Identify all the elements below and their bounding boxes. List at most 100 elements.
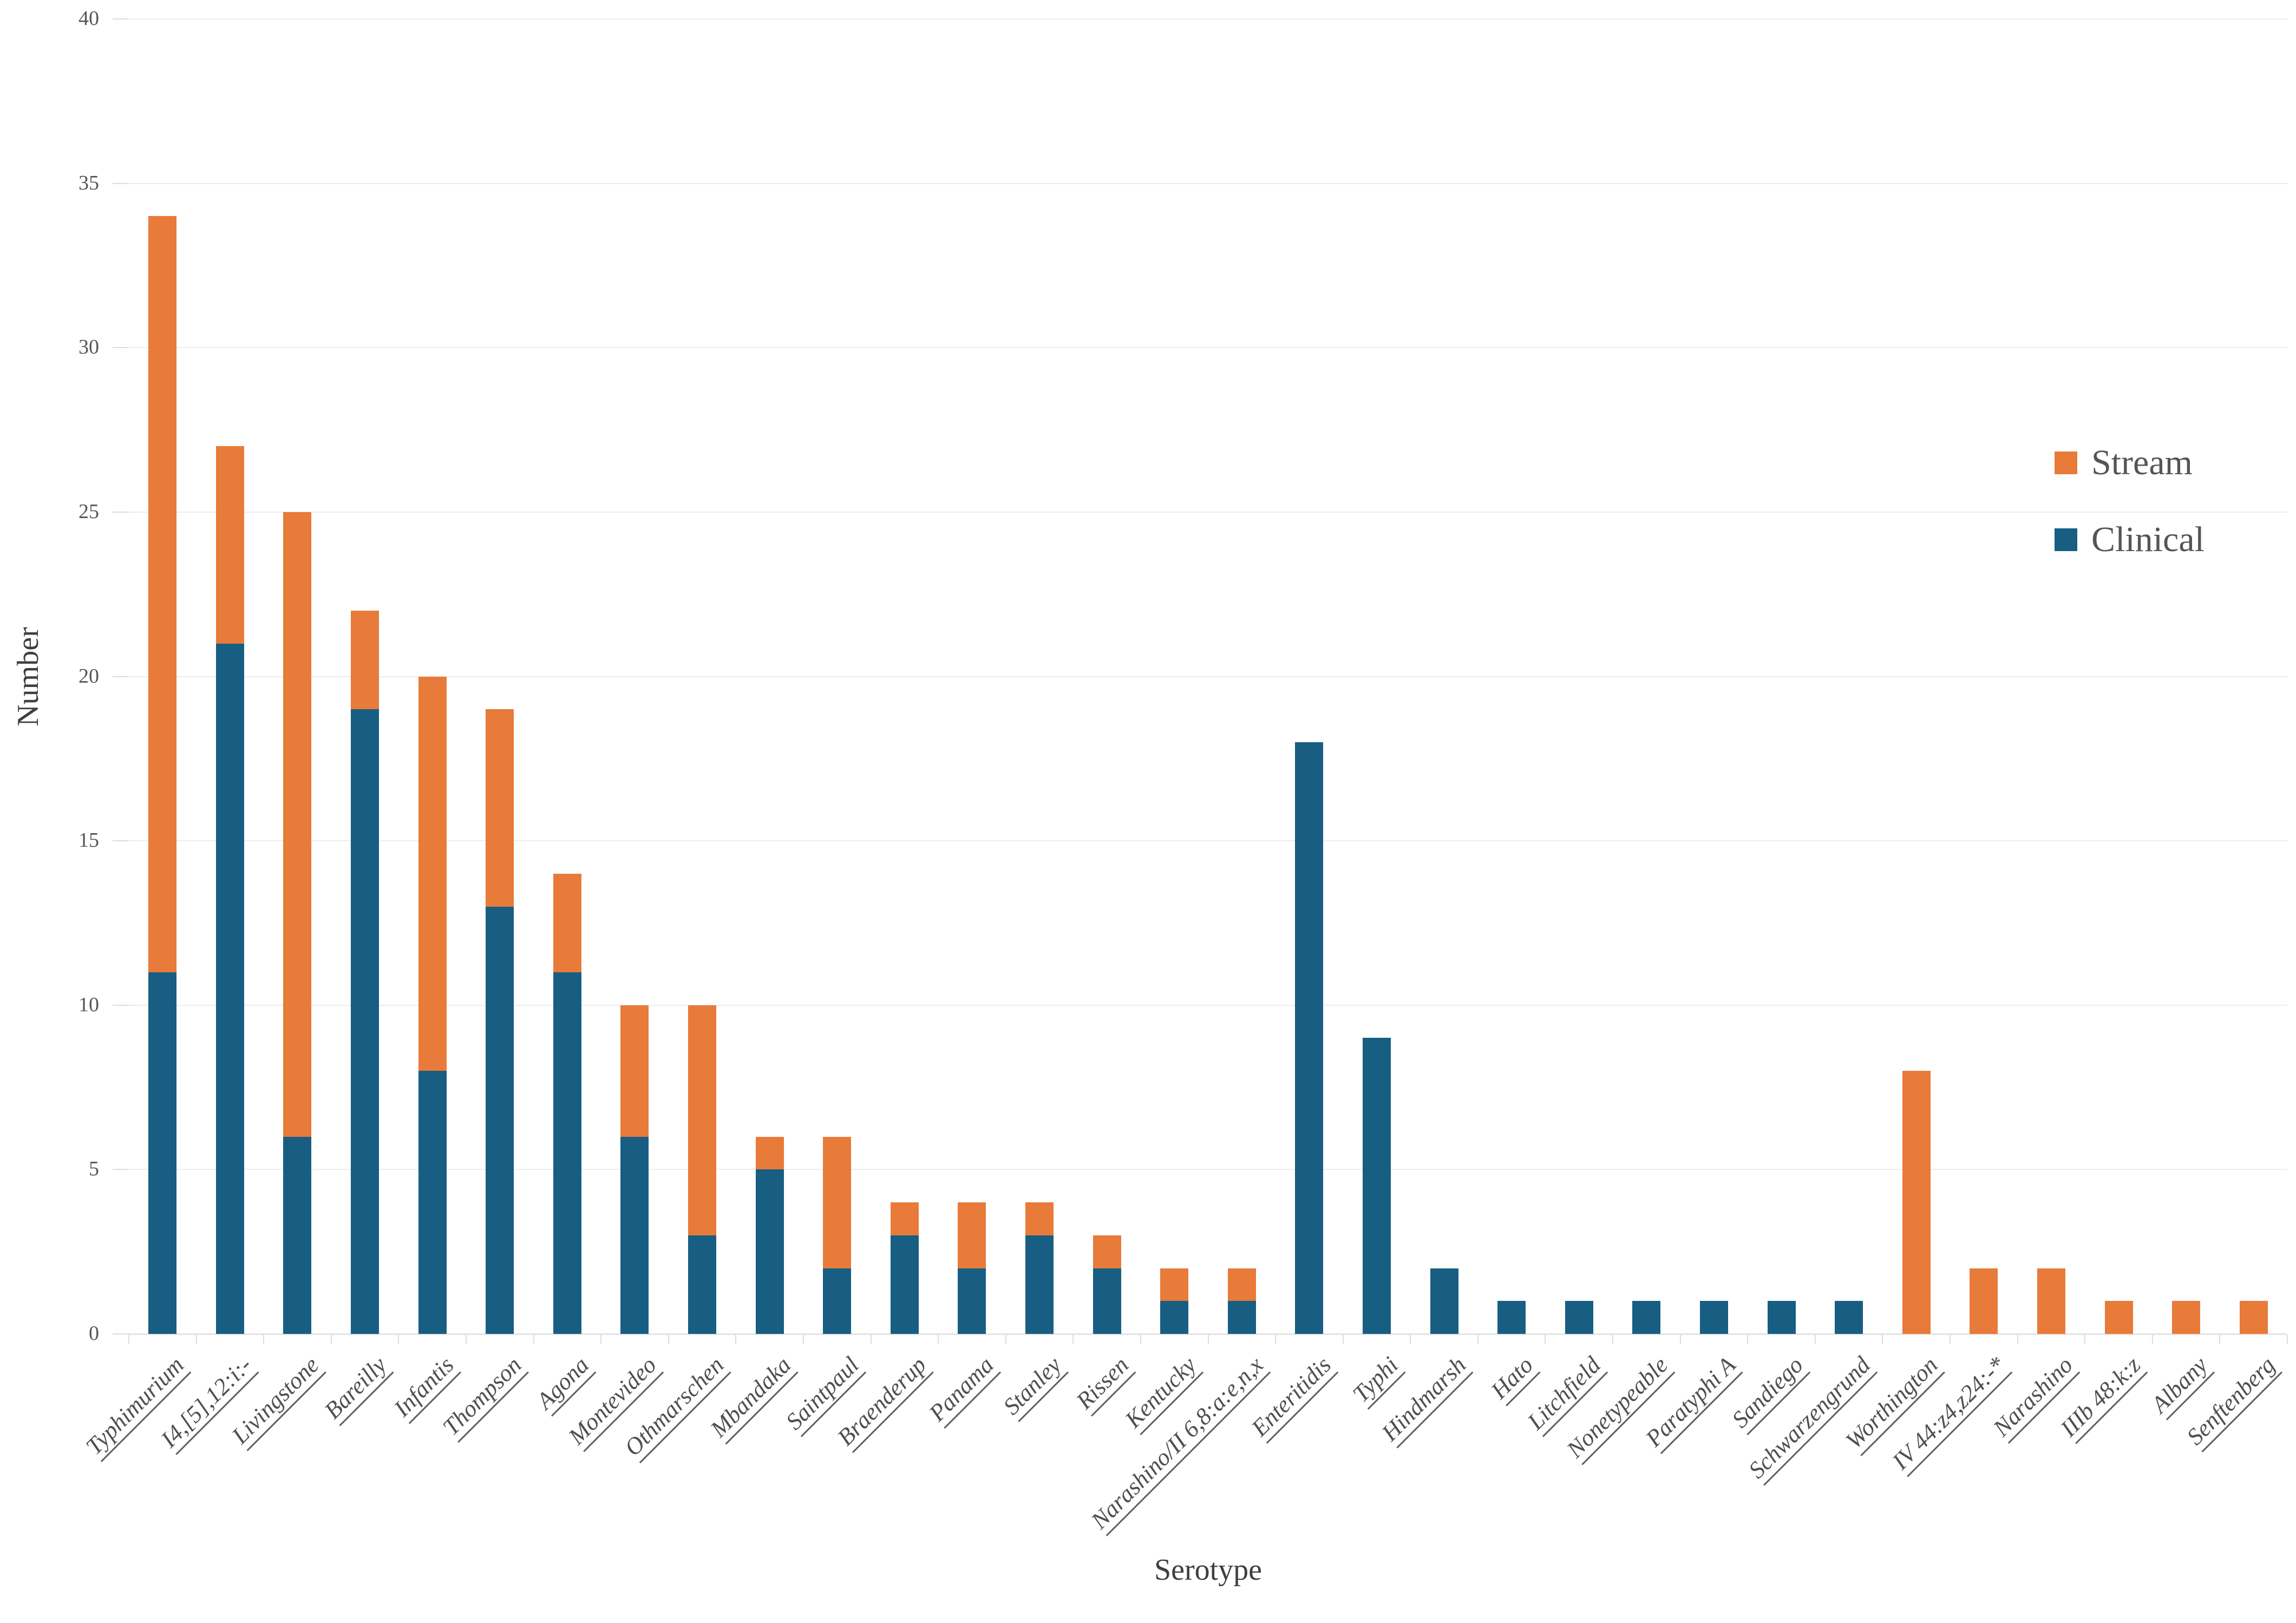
bar-segment-clinical — [891, 1235, 919, 1334]
legend-swatch-stream — [2055, 451, 2077, 474]
x-tick-mark — [1410, 1335, 1411, 1344]
bar-segment-clinical — [351, 709, 379, 1334]
y-tick-label: 35 — [79, 171, 99, 194]
y-tick-label: 10 — [79, 993, 99, 1016]
x-tick-mark — [1005, 1335, 1006, 1344]
bar-segment-clinical — [1160, 1301, 1188, 1334]
x-tick-mark — [1275, 1335, 1277, 1344]
legend-label-stream: Stream — [2091, 443, 2193, 482]
y-tick-mark — [113, 1333, 129, 1334]
x-tick-mark — [2017, 1335, 2018, 1344]
bar-segment-clinical — [1700, 1301, 1728, 1334]
bar-segment-clinical — [823, 1268, 851, 1334]
bar-segment-stream — [2172, 1301, 2200, 1334]
bar-segment-clinical — [1565, 1301, 1593, 1334]
y-tick-mark — [113, 1004, 129, 1006]
x-axis-title: Serotype — [1154, 1553, 1263, 1587]
bar-segment-stream — [1228, 1268, 1256, 1301]
bar-segment-clinical — [216, 643, 244, 1334]
y-tick-mark — [113, 182, 129, 184]
x-category-label: Albany — [2146, 1351, 2213, 1418]
bar-segment-clinical — [283, 1136, 311, 1334]
x-tick-mark — [2084, 1335, 2086, 1344]
bar-segment-stream — [553, 873, 581, 973]
x-tick-mark — [263, 1335, 265, 1344]
gridline — [129, 840, 2287, 842]
gridline — [129, 1169, 2287, 1170]
x-category-label: Agona — [531, 1351, 594, 1415]
x-category-label: Bareilly — [319, 1351, 392, 1424]
bar-segment-clinical — [1632, 1301, 1660, 1334]
x-tick-mark — [735, 1335, 737, 1344]
y-tick-label: 15 — [79, 829, 99, 852]
bar-segment-clinical — [553, 972, 581, 1334]
x-category-label: Typhi — [1347, 1351, 1404, 1408]
gridline — [129, 18, 2287, 19]
bar-segment-stream — [418, 676, 447, 1071]
x-category-label: Rissen — [1070, 1351, 1134, 1415]
gridline — [129, 347, 2287, 349]
bar-segment-clinical — [1295, 742, 1323, 1334]
gridline — [129, 511, 2287, 513]
x-tick-mark — [1545, 1335, 1546, 1344]
y-tick-mark — [113, 18, 129, 19]
legend-item-clinical: Clinical — [2055, 522, 2205, 558]
y-tick-mark — [113, 347, 129, 349]
bar-segment-stream — [688, 1005, 716, 1235]
y-tick-mark — [113, 1169, 129, 1170]
y-tick-label: 40 — [79, 7, 99, 30]
x-category-label: Hato — [1486, 1351, 1539, 1404]
bar-segment-clinical — [1497, 1301, 1526, 1334]
x-tick-mark — [2151, 1335, 2153, 1344]
bar-segment-clinical — [620, 1136, 649, 1334]
bar-segment-stream — [148, 216, 176, 973]
x-tick-mark — [600, 1335, 602, 1344]
bar-segment-stream — [216, 446, 244, 644]
legend-swatch-clinical — [2055, 528, 2077, 551]
bar-segment-stream — [486, 709, 514, 907]
bar-segment-stream — [891, 1202, 919, 1235]
bar-segment-clinical — [958, 1268, 986, 1334]
bar-segment-stream — [958, 1202, 986, 1268]
legend-label-clinical: Clinical — [2091, 520, 2205, 559]
bar-segment-stream — [620, 1005, 649, 1137]
x-tick-mark — [1612, 1335, 1614, 1344]
gridline — [129, 1004, 2287, 1006]
x-tick-mark — [668, 1335, 669, 1344]
bar-segment-stream — [2037, 1268, 2065, 1334]
legend-item-stream: Stream — [2055, 445, 2205, 481]
bar-segment-clinical — [486, 906, 514, 1334]
bar-segment-stream — [756, 1136, 784, 1170]
bar-segment-clinical — [1228, 1301, 1256, 1334]
bar-segment-clinical — [1025, 1235, 1054, 1334]
bar-segment-stream — [1093, 1235, 1121, 1268]
y-tick-label: 5 — [89, 1157, 99, 1181]
y-tick-label: 0 — [89, 1322, 99, 1345]
x-tick-mark — [1477, 1335, 1479, 1344]
bar-segment-stream — [1025, 1202, 1054, 1235]
bar-segment-clinical — [1363, 1038, 1391, 1334]
x-tick-mark — [870, 1335, 872, 1344]
y-tick-label: 20 — [79, 664, 99, 688]
bar-segment-clinical — [756, 1169, 784, 1334]
x-tick-mark — [1140, 1335, 1141, 1344]
bar-segment-stream — [1902, 1071, 1931, 1334]
x-category-label: Schwarzengrund — [1743, 1351, 1876, 1484]
x-tick-mark — [398, 1335, 400, 1344]
x-tick-mark — [128, 1335, 129, 1344]
bar-segment-clinical — [688, 1235, 716, 1334]
bar-segment-stream — [1160, 1268, 1188, 1301]
y-tick-label: 25 — [79, 500, 99, 523]
bar-segment-stream — [351, 611, 379, 710]
y-tick-label: 30 — [79, 336, 99, 359]
x-tick-mark — [2219, 1335, 2221, 1344]
y-tick-mark — [113, 676, 129, 677]
x-tick-mark — [1950, 1335, 1951, 1344]
x-category-label: Panama — [924, 1351, 999, 1426]
y-axis-title: Number — [11, 627, 45, 727]
y-tick-mark — [113, 511, 129, 513]
bar-segment-clinical — [1430, 1268, 1458, 1334]
x-tick-mark — [1072, 1335, 1074, 1344]
x-tick-mark — [1747, 1335, 1749, 1344]
